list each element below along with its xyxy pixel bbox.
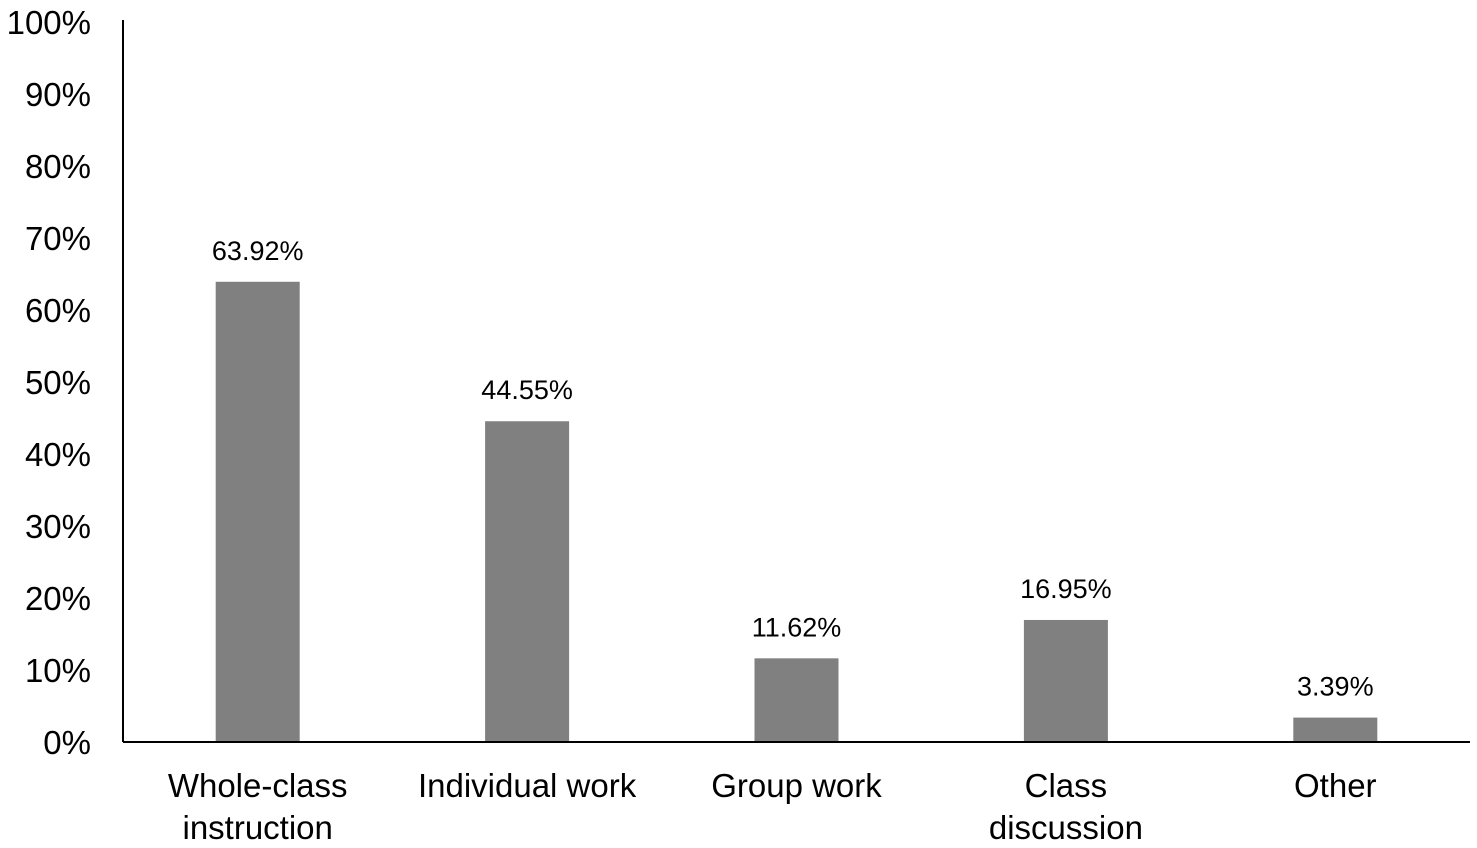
x-axis-category-labels: Whole-class instruction Individual work Gro… bbox=[168, 767, 1377, 846]
y-axis-ticks: 0% 10% 20% 30% 40% 50% 60% 70% 80% 90% 100% bbox=[7, 4, 91, 761]
bar bbox=[215, 281, 300, 742]
y-tick-label: 40% bbox=[25, 436, 91, 473]
y-tick-label: 10% bbox=[25, 652, 91, 689]
bar-value-label: 44.55% bbox=[481, 375, 573, 405]
y-tick-label: 100% bbox=[7, 4, 91, 41]
y-tick-label: 30% bbox=[25, 508, 91, 545]
bar bbox=[1293, 717, 1378, 742]
y-tick-label: 20% bbox=[25, 580, 91, 617]
bar-value-label: 63.92% bbox=[212, 236, 304, 266]
bar-value-labels: 63.92% 44.55% 11.62% 16.95% 3.39% bbox=[212, 236, 1374, 702]
bar bbox=[485, 421, 570, 742]
y-tick-label: 0% bbox=[43, 724, 91, 761]
x-category-label: Individual work bbox=[418, 767, 637, 804]
y-tick-label: 70% bbox=[25, 220, 91, 257]
y-tick-label: 60% bbox=[25, 292, 91, 329]
bar bbox=[1023, 619, 1108, 742]
x-category-label: Group work bbox=[711, 767, 882, 804]
y-tick-label: 50% bbox=[25, 364, 91, 401]
bars bbox=[215, 281, 1378, 742]
x-category-label: Class discussion bbox=[989, 767, 1143, 846]
y-tick-label: 90% bbox=[25, 76, 91, 113]
y-tick-label: 80% bbox=[25, 148, 91, 185]
bar-value-label: 3.39% bbox=[1297, 672, 1374, 702]
x-category-label: Whole-class instruction bbox=[168, 767, 348, 846]
bar-value-label: 11.62% bbox=[752, 612, 842, 642]
bar-value-label: 16.95% bbox=[1020, 574, 1112, 604]
bar bbox=[754, 658, 839, 742]
x-category-label: Other bbox=[1294, 767, 1377, 804]
